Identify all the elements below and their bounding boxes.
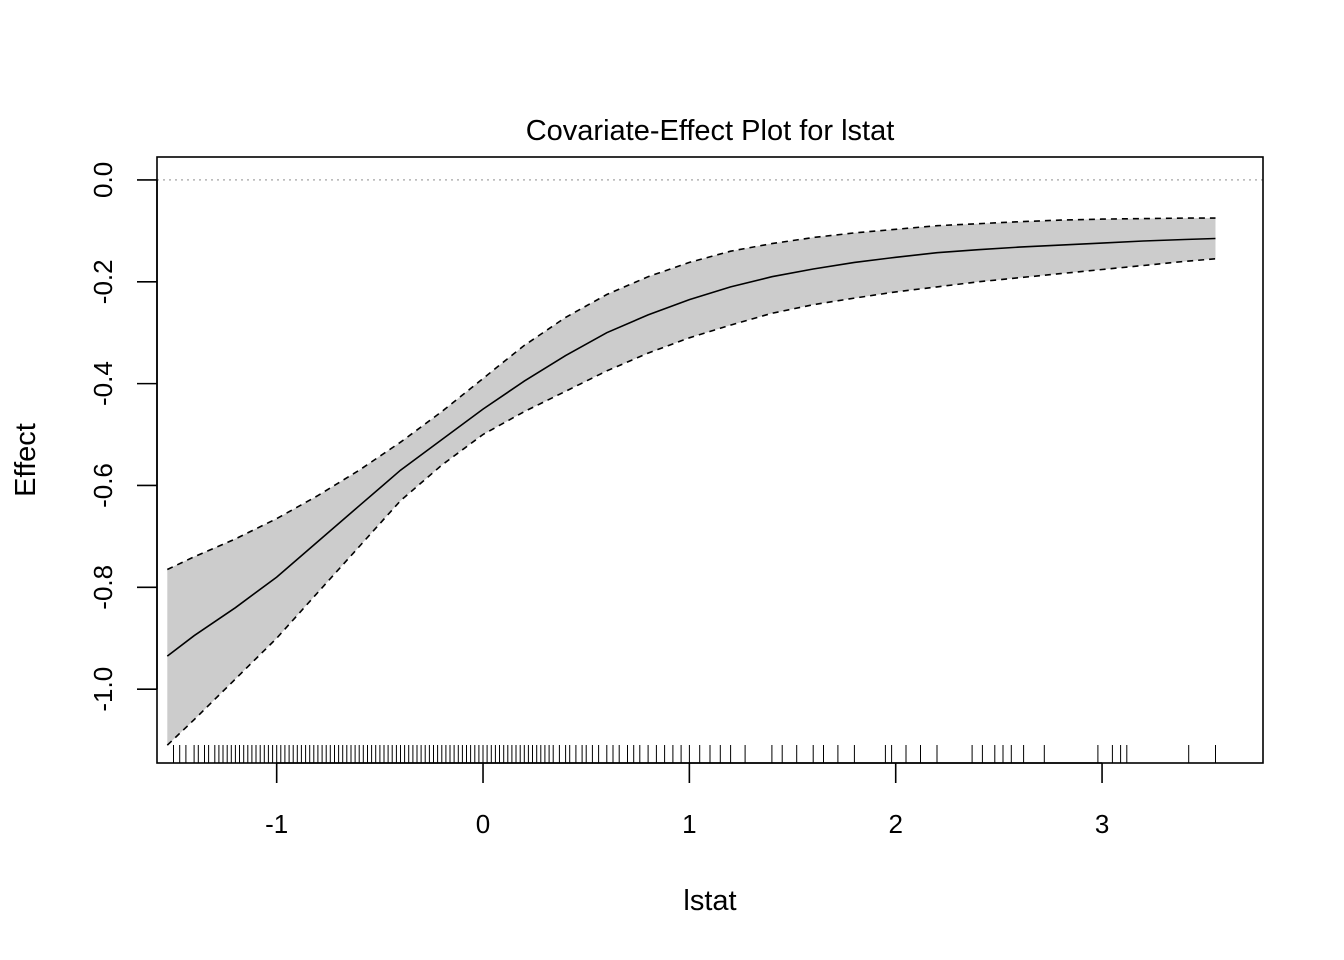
data-layer [157, 179, 1263, 763]
y-tick-label: -0.8 [88, 565, 118, 610]
confidence-band [167, 218, 1216, 746]
x-tick-label: 2 [888, 809, 902, 839]
y-axis: 0.0 -0.2 -0.4 -0.6 -0.8 -1.0 [88, 162, 158, 712]
lower-bound-line [166, 258, 1216, 746]
y-axis-label: Effect [10, 423, 42, 497]
effect-line [166, 237, 1216, 657]
x-tick-label: 3 [1095, 809, 1109, 839]
x-tick-label: 0 [476, 809, 490, 839]
y-tick-label: -1.0 [88, 667, 118, 712]
y-tick-label: -0.2 [88, 259, 118, 304]
x-tick-label: 1 [682, 809, 696, 839]
y-tick-label: -0.6 [88, 463, 118, 508]
y-tick-label: -0.4 [88, 361, 118, 406]
upper-bound-line [166, 217, 1216, 571]
x-tick-label: -1 [265, 809, 288, 839]
x-axis-label: lstat [683, 885, 736, 917]
y-tick-label: 0.0 [88, 162, 118, 198]
chart-title: Covariate-Effect Plot for lstat [526, 115, 895, 147]
x-axis: -1 0 1 2 3 [265, 762, 1109, 839]
